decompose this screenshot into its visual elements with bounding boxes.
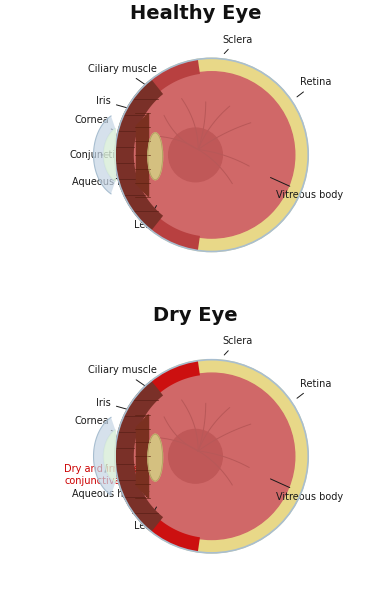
Text: Retina: Retina [297, 379, 332, 398]
Polygon shape [104, 128, 115, 181]
Ellipse shape [148, 133, 163, 180]
Polygon shape [104, 430, 115, 483]
Text: Vitreous body: Vitreous body [271, 178, 343, 200]
Text: Aqueous humor: Aqueous humor [72, 483, 149, 499]
Title: Healthy Eye: Healthy Eye [130, 4, 261, 23]
Text: Conjunctiva: Conjunctiva [69, 150, 127, 160]
Polygon shape [115, 59, 200, 251]
Polygon shape [115, 380, 163, 532]
Text: Dry and irritated
conjunctiva: Dry and irritated conjunctiva [64, 464, 145, 486]
Text: Cornea: Cornea [75, 115, 113, 130]
Polygon shape [93, 418, 115, 495]
Text: Lens: Lens [134, 206, 156, 230]
Polygon shape [93, 116, 115, 194]
Circle shape [115, 359, 308, 553]
Circle shape [115, 58, 308, 251]
Text: Ciliary muscle: Ciliary muscle [88, 64, 157, 86]
Circle shape [128, 373, 295, 539]
Circle shape [169, 128, 222, 182]
Text: Retina: Retina [297, 77, 332, 97]
Ellipse shape [148, 434, 163, 481]
Polygon shape [136, 415, 149, 498]
Circle shape [115, 359, 308, 553]
Text: Vitreous body: Vitreous body [271, 479, 343, 502]
Text: Sclera: Sclera [222, 336, 253, 355]
Text: Aqueous humor: Aqueous humor [72, 177, 149, 187]
Circle shape [169, 430, 222, 483]
Polygon shape [115, 361, 200, 552]
Text: Ciliary muscle: Ciliary muscle [88, 365, 157, 388]
Circle shape [128, 72, 295, 238]
Polygon shape [136, 113, 149, 197]
Polygon shape [115, 79, 163, 231]
Title: Dry Eye: Dry Eye [153, 305, 238, 325]
Text: Iris: Iris [96, 96, 139, 111]
Text: Cornea: Cornea [75, 416, 113, 431]
Text: Iris: Iris [96, 398, 139, 413]
Circle shape [115, 58, 308, 251]
Text: Sclera: Sclera [222, 35, 253, 53]
Text: Lens: Lens [134, 507, 156, 531]
